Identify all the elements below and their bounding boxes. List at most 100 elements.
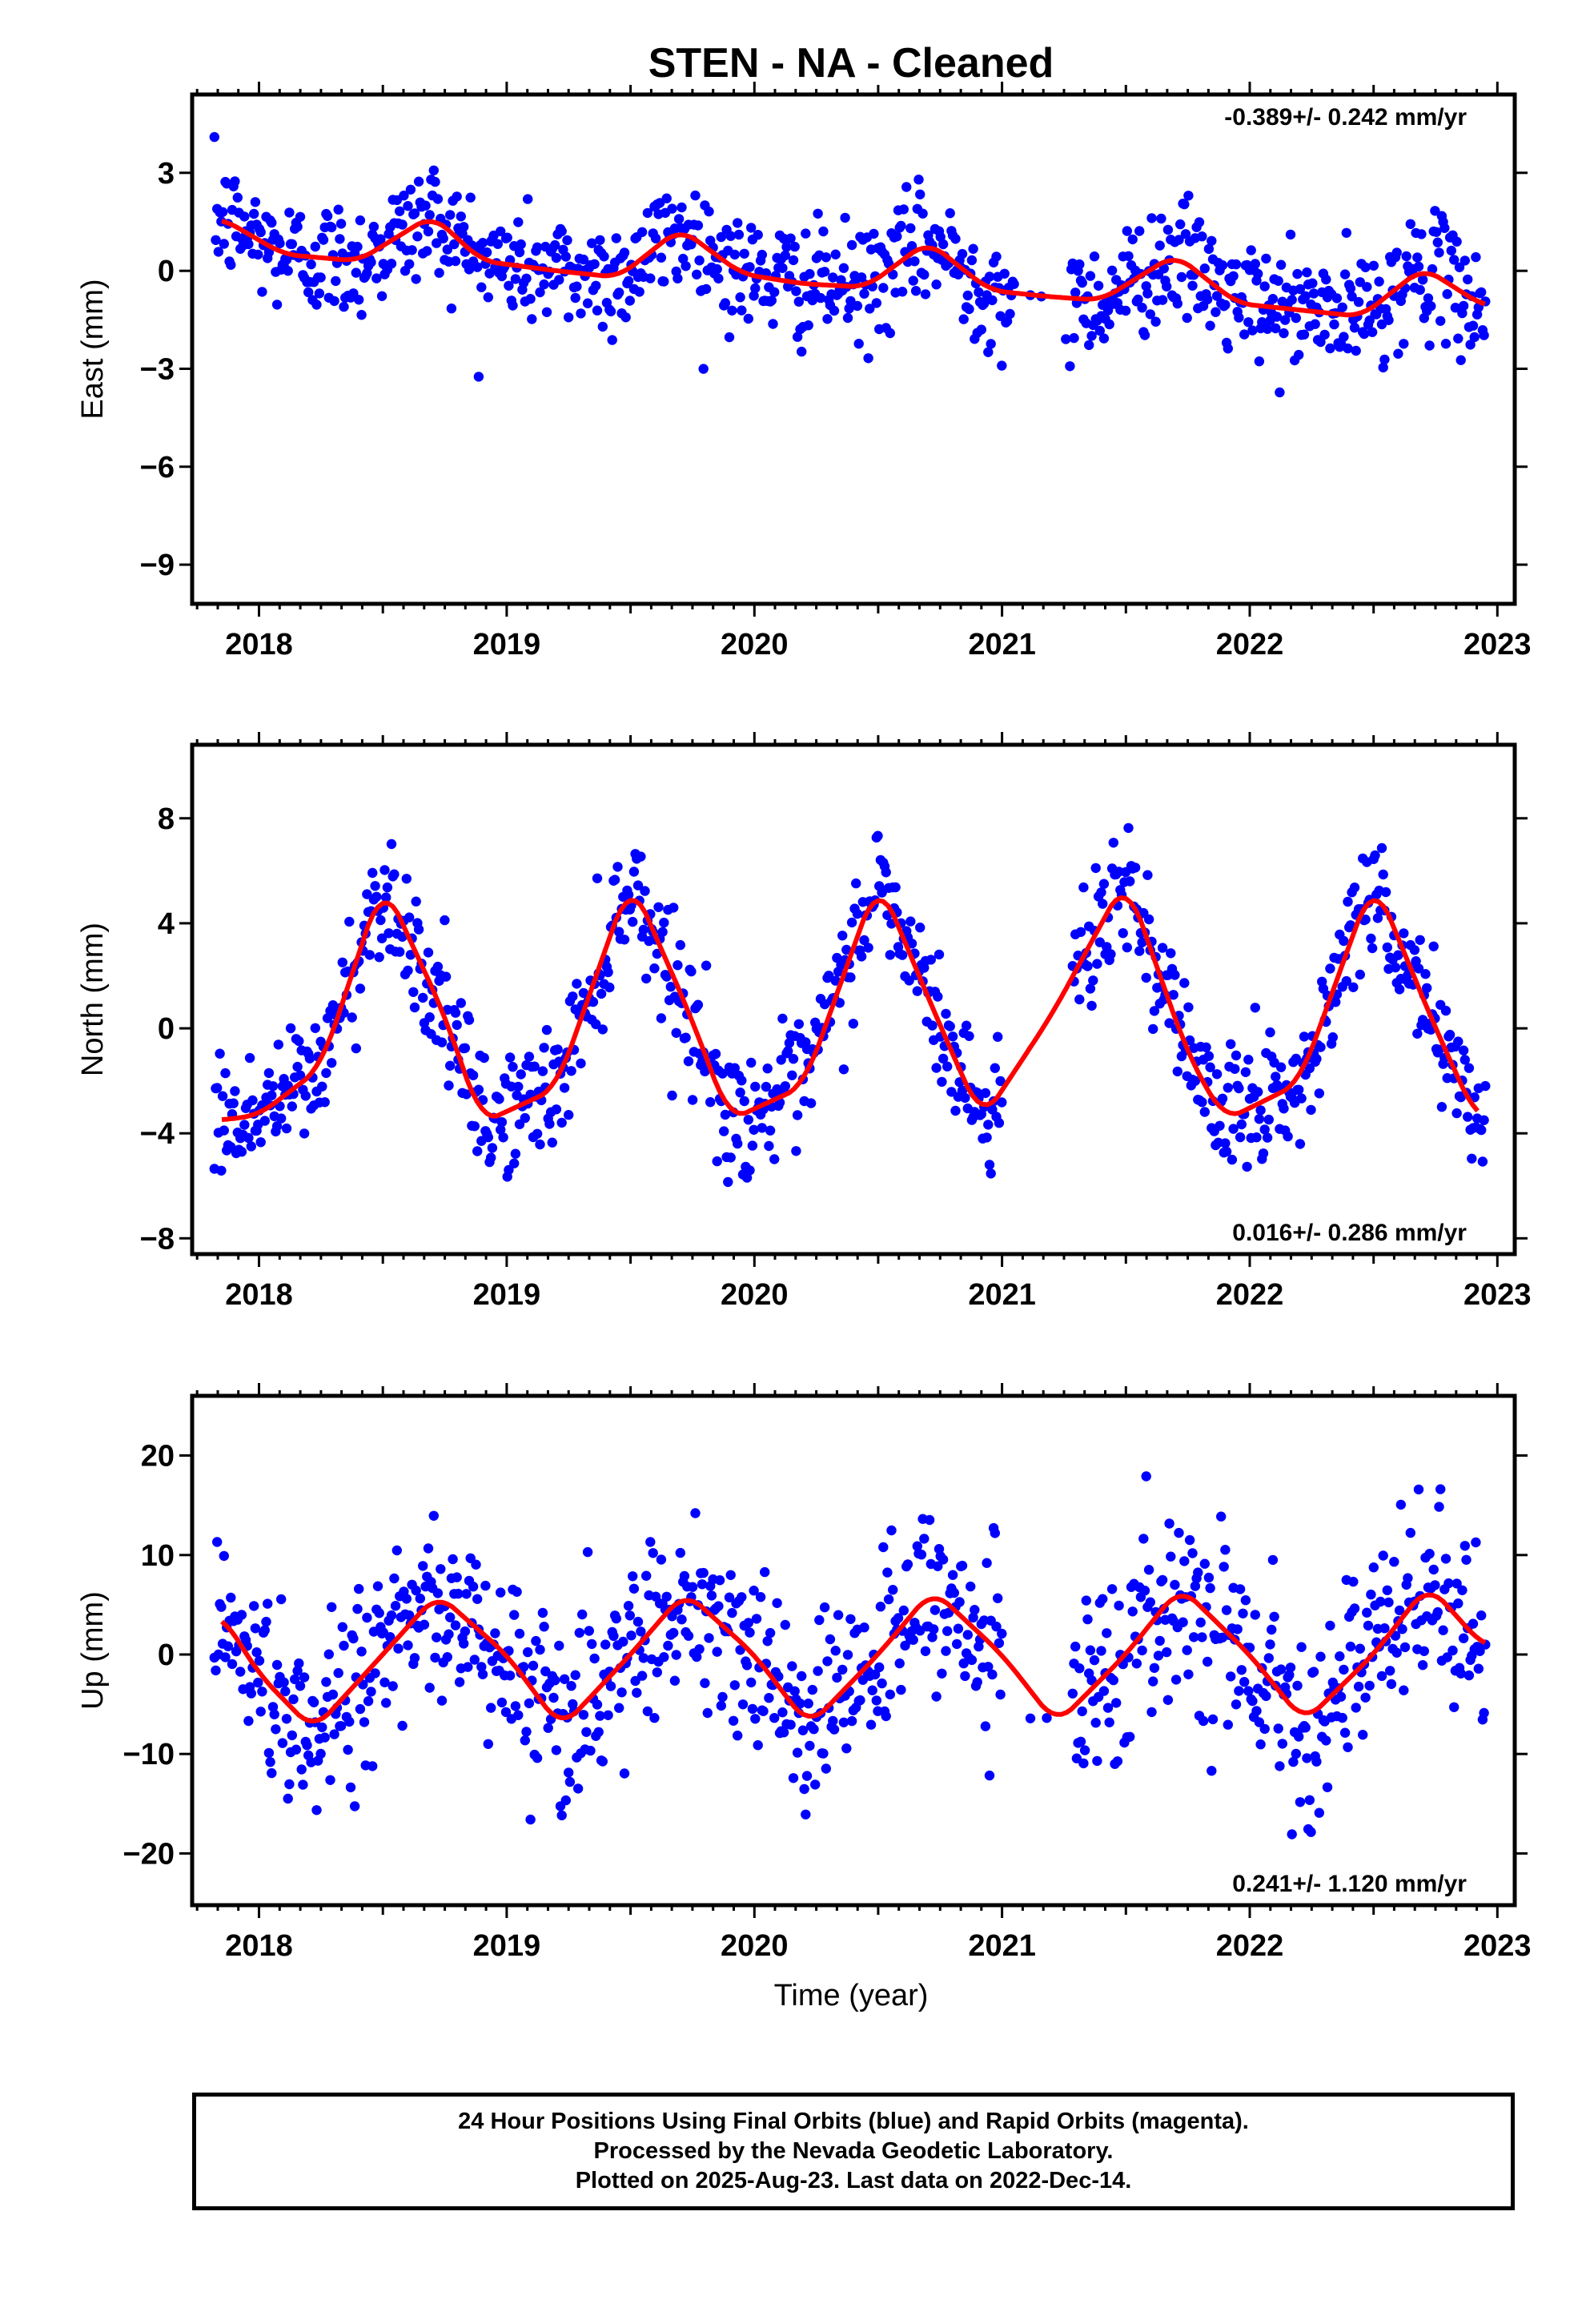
data-point	[1114, 1600, 1124, 1611]
data-point	[371, 891, 382, 903]
data-point	[698, 364, 709, 374]
data-point	[551, 1104, 562, 1115]
data-point	[1217, 1093, 1228, 1104]
data-point	[896, 1684, 906, 1695]
data-point	[1314, 1807, 1325, 1818]
data-point	[760, 1566, 770, 1578]
data-point	[1067, 1688, 1078, 1699]
data-point	[560, 251, 571, 262]
data-point	[550, 239, 560, 251]
data-point	[801, 1771, 813, 1781]
data-point	[302, 1740, 312, 1751]
data-point	[1460, 255, 1471, 266]
data-point	[984, 1770, 995, 1781]
data-point	[556, 1810, 567, 1821]
data-point	[1259, 1124, 1270, 1135]
data-point	[460, 1626, 471, 1637]
data-point	[354, 1583, 364, 1594]
data-point	[1197, 1097, 1207, 1108]
data-point	[271, 1724, 281, 1735]
data-point	[1420, 969, 1431, 979]
data-point	[1203, 1572, 1215, 1583]
data-point	[508, 1062, 518, 1072]
data-point	[1453, 1598, 1464, 1609]
data-point	[634, 287, 644, 297]
data-point	[673, 960, 683, 971]
data-point	[683, 1056, 694, 1067]
data-point	[344, 916, 355, 927]
data-point	[1265, 1027, 1275, 1038]
data-point	[792, 332, 803, 342]
data-point	[465, 192, 476, 203]
data-point	[729, 1680, 740, 1691]
data-point	[1304, 1795, 1315, 1805]
data-point	[1275, 387, 1285, 398]
data-point	[818, 1748, 829, 1759]
data-point	[327, 1689, 339, 1700]
data-point	[216, 1602, 227, 1612]
data-point	[564, 1110, 574, 1120]
data-point	[1189, 1632, 1199, 1642]
data-point	[893, 1613, 904, 1623]
data-point	[290, 1674, 300, 1685]
data-point	[568, 991, 578, 1002]
data-point	[576, 1058, 586, 1069]
data-point	[430, 1652, 440, 1663]
data-point	[692, 1651, 702, 1663]
data-point	[919, 1534, 930, 1544]
data-point	[1393, 950, 1403, 960]
data-point	[885, 328, 896, 339]
data-point	[1343, 1742, 1353, 1752]
data-point	[1426, 301, 1436, 312]
data-point	[1292, 268, 1303, 279]
x-tick-label: 2019	[473, 1278, 541, 1312]
data-point	[724, 1592, 735, 1602]
data-point	[213, 247, 224, 257]
data-point	[444, 1080, 454, 1091]
data-point	[819, 267, 830, 277]
data-point	[852, 908, 863, 919]
data-point	[1351, 345, 1361, 356]
data-point	[1146, 213, 1157, 223]
data-point	[878, 1542, 889, 1553]
data-point	[1353, 296, 1364, 308]
x-tick-label: 2022	[1216, 1929, 1284, 1963]
data-point	[712, 1647, 722, 1657]
data-point	[649, 963, 660, 974]
data-point	[984, 271, 995, 282]
data-point	[1383, 1597, 1394, 1608]
data-point	[833, 1610, 844, 1620]
data-point	[1145, 1597, 1156, 1607]
data-point	[1345, 283, 1356, 294]
data-point	[1061, 334, 1071, 344]
data-point	[1399, 1685, 1409, 1695]
data-point	[510, 1148, 521, 1159]
data-point	[1179, 199, 1190, 210]
data-point	[837, 931, 848, 941]
data-point	[1424, 1549, 1435, 1559]
data-point	[865, 304, 875, 314]
data-point	[1383, 315, 1394, 325]
data-point	[1239, 1677, 1250, 1687]
data-point	[1221, 1605, 1232, 1615]
data-point	[480, 1580, 491, 1591]
data-point	[261, 1616, 271, 1627]
data-point	[1164, 1018, 1174, 1028]
data-point	[335, 234, 345, 244]
data-point	[322, 211, 333, 221]
data-point	[750, 1081, 761, 1092]
data-point	[768, 319, 778, 329]
data-point	[1295, 283, 1306, 295]
data-point	[628, 866, 640, 877]
data-point	[727, 1607, 737, 1618]
data-point	[785, 233, 796, 243]
data-point	[596, 988, 607, 999]
data-point	[641, 1570, 652, 1581]
x-tick-label: 2018	[225, 628, 293, 661]
data-point	[1227, 1154, 1238, 1165]
data-point	[288, 1694, 299, 1705]
model-curve	[221, 219, 1486, 318]
data-point	[432, 1632, 442, 1642]
data-point	[656, 1554, 667, 1565]
